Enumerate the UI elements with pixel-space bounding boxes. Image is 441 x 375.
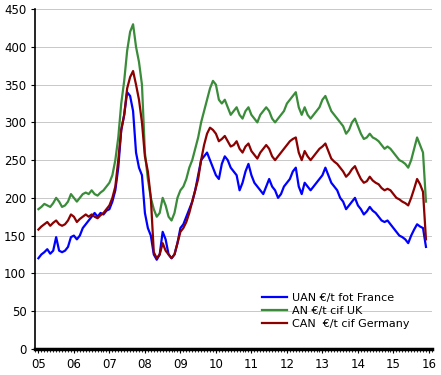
CAN  €/t cif Germany [172, 252, 177, 257]
Legend: UAN €/t fot France, AN €/t cif UK, CAN  €/t cif Germany: UAN €/t fot France, AN €/t cif UK, CAN €… [258, 289, 415, 333]
UAN €/t fot France [352, 196, 358, 200]
Line: AN €/t cif UK: AN €/t cif UK [38, 24, 426, 220]
UAN €/t fot France [83, 222, 88, 226]
AN €/t cif UK [131, 22, 136, 27]
AN €/t cif UK [352, 116, 358, 121]
CAN  €/t cif Germany [154, 256, 159, 261]
AN €/t cif UK [157, 211, 162, 215]
UAN €/t fot France [172, 252, 177, 257]
UAN €/t fot France [160, 230, 165, 234]
CAN  €/t cif Germany [68, 212, 74, 217]
CAN  €/t cif Germany [83, 212, 88, 217]
Line: UAN €/t fot France: UAN €/t fot France [38, 92, 426, 260]
AN €/t cif UK [423, 200, 429, 204]
UAN €/t fot France [68, 235, 74, 239]
CAN  €/t cif Germany [160, 241, 165, 245]
UAN €/t fot France [124, 90, 130, 94]
CAN  €/t cif Germany [352, 164, 358, 168]
AN €/t cif UK [169, 218, 174, 223]
AN €/t cif UK [172, 211, 177, 215]
AN €/t cif UK [83, 190, 88, 195]
CAN  €/t cif Germany [36, 227, 41, 232]
UAN €/t fot France [355, 203, 361, 208]
UAN €/t fot France [423, 244, 429, 249]
CAN  €/t cif Germany [131, 69, 136, 73]
UAN €/t fot France [154, 258, 159, 262]
Line: CAN  €/t cif Germany: CAN €/t cif Germany [38, 71, 426, 258]
AN €/t cif UK [355, 124, 361, 128]
CAN  €/t cif Germany [423, 237, 429, 242]
AN €/t cif UK [36, 207, 41, 212]
CAN  €/t cif Germany [355, 171, 361, 175]
UAN €/t fot France [36, 256, 41, 261]
AN €/t cif UK [68, 192, 74, 196]
